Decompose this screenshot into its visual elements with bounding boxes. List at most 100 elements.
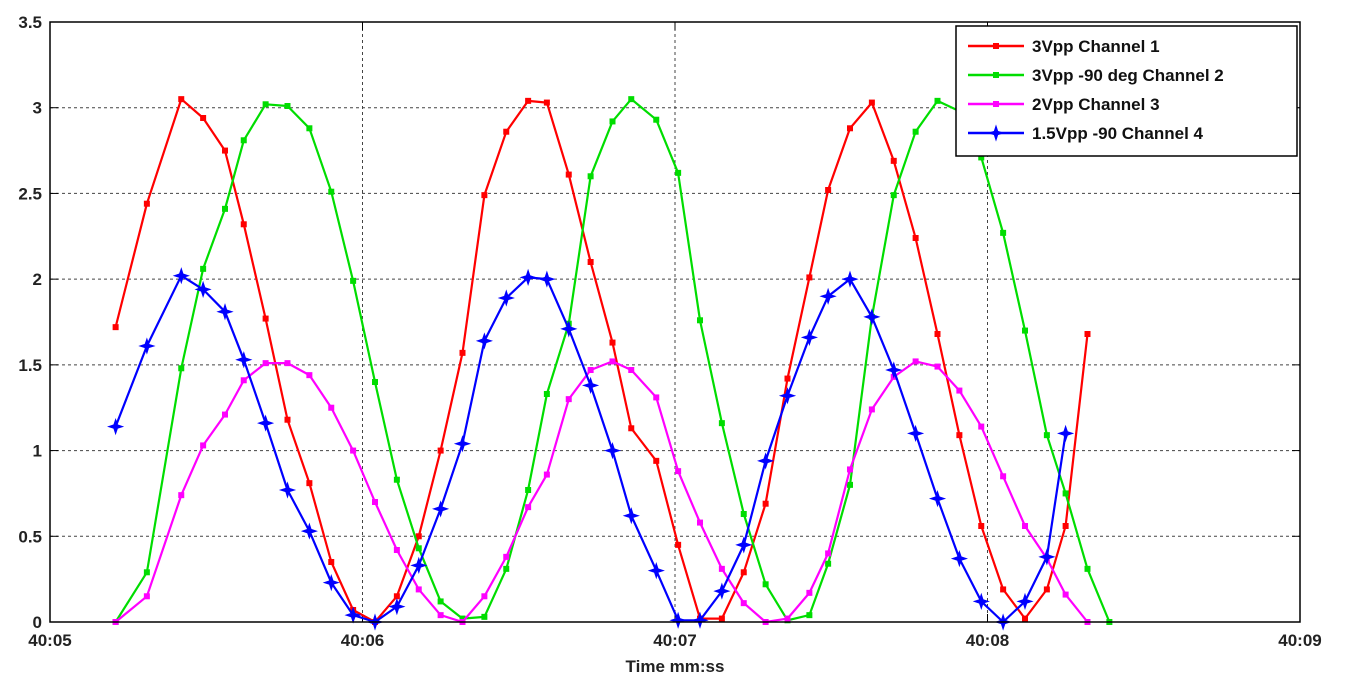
data-point: [718, 615, 725, 622]
data-point: [819, 287, 837, 305]
data-point: [322, 574, 340, 592]
data-point: [481, 593, 488, 600]
data-point: [675, 169, 682, 176]
data-point: [800, 328, 818, 346]
data-point: [868, 99, 875, 106]
data-point: [459, 615, 466, 622]
data-point: [890, 157, 897, 164]
data-point: [806, 274, 813, 281]
data-point: [885, 361, 903, 379]
data-point: [543, 471, 550, 478]
data-point: [262, 101, 269, 108]
legend-item: 3Vpp -90 deg Channel 2: [968, 66, 1224, 85]
data-point: [138, 337, 156, 355]
plot-frame: [49, 21, 1301, 623]
data-point: [328, 559, 335, 565]
data-point: [194, 280, 212, 298]
data-point: [525, 504, 532, 511]
data-point: [675, 541, 682, 548]
data-point: [928, 489, 947, 508]
data-point: [847, 481, 853, 488]
legend-marker: [993, 101, 999, 107]
data-point: [825, 187, 832, 193]
data-point: [972, 592, 990, 610]
legend-item: 2Vpp Channel 3: [968, 95, 1160, 114]
data-point: [647, 562, 665, 580]
data-point: [178, 365, 185, 372]
data-point: [143, 569, 150, 576]
data-point: [503, 128, 510, 135]
data-point: [300, 522, 318, 540]
data-point: [481, 192, 488, 199]
legend-marker: [993, 43, 999, 49]
data-point: [519, 268, 537, 286]
data-point: [713, 582, 731, 600]
data-point: [1022, 523, 1028, 529]
x-tick-label: 40:06: [341, 631, 384, 650]
data-point: [762, 581, 769, 588]
data-point: [653, 394, 660, 401]
y-tick-label: 0: [33, 613, 42, 632]
legend-box: [955, 25, 1298, 157]
data-point: [306, 480, 313, 487]
data-point: [628, 367, 635, 373]
data-point: [262, 315, 269, 322]
data-point: [697, 317, 703, 324]
data-point: [432, 500, 450, 518]
series-3: [112, 358, 1091, 625]
y-tick-labels: 0 0.5 1 1.5 2 2.5 3 3.5: [18, 13, 42, 632]
data-point: [978, 423, 985, 430]
series-layer: [107, 96, 1113, 631]
data-point: [306, 125, 313, 132]
data-point: [525, 97, 532, 104]
data-point: [107, 418, 125, 436]
data-point: [762, 500, 769, 507]
y-tick-label: 1.5: [18, 356, 42, 375]
y-tick-label: 3.5: [18, 13, 42, 32]
x-tick-labels: 40:05 40:06 40:07 40:08 40:09: [28, 631, 1321, 650]
data-point: [453, 435, 472, 453]
legend-item: 3Vpp Channel 1: [968, 37, 1160, 56]
data-point: [956, 432, 963, 439]
data-point: [847, 466, 853, 473]
data-point: [1084, 565, 1091, 572]
data-point: [143, 200, 150, 207]
data-point: [543, 99, 550, 106]
data-point: [740, 600, 747, 607]
legend-label: 3Vpp Channel 1: [1032, 37, 1160, 56]
data-point: [216, 303, 234, 321]
data-point: [1038, 548, 1056, 566]
data-point: [784, 375, 791, 382]
data-point: [587, 259, 594, 265]
data-point: [978, 154, 985, 161]
data-point: [778, 387, 797, 405]
data-point: [350, 447, 357, 454]
series-line: [114, 274, 1067, 624]
data-point: [912, 235, 919, 241]
data-point: [240, 377, 247, 384]
data-point: [393, 593, 400, 600]
data-point: [178, 96, 185, 103]
data-point: [697, 519, 703, 526]
data-point: [907, 424, 925, 442]
data-point: [328, 188, 335, 195]
data-point: [950, 550, 968, 568]
data-point: [503, 553, 510, 560]
y-tick-label: 2: [33, 270, 42, 289]
data-point: [393, 547, 400, 553]
data-point: [200, 265, 207, 272]
data-point: [784, 615, 791, 622]
series-line: [114, 97, 1111, 623]
data-point: [262, 360, 269, 367]
data-point: [437, 598, 444, 605]
data-point: [306, 372, 313, 379]
data-point: [825, 550, 832, 557]
data-point: [582, 376, 600, 394]
data-point: [609, 339, 616, 346]
data-point: [222, 411, 228, 418]
data-point: [1022, 615, 1028, 622]
data-point: [415, 545, 422, 552]
data-point: [1043, 432, 1050, 439]
x-axis-label: Time mm:ss: [626, 657, 725, 676]
